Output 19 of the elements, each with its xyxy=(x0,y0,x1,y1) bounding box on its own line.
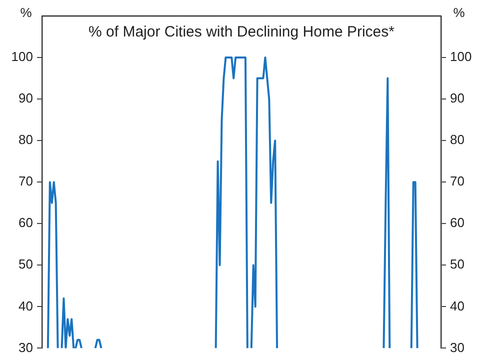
y-tick-label: 50 xyxy=(18,256,33,272)
y-tick-label: 100 xyxy=(11,49,33,64)
y2-tick-label: 90 xyxy=(450,90,464,106)
y2-tick-label: 50 xyxy=(450,256,464,272)
y2-tick-label: 80 xyxy=(450,132,464,148)
y-tick-label: 60 xyxy=(18,215,33,230)
y2-tick-label: 30 xyxy=(450,340,464,355)
y-tick-label: 90 xyxy=(18,90,33,106)
y2-axis-title: % xyxy=(453,5,466,20)
y-axis-title: % xyxy=(20,5,32,20)
y-tick-label: 70 xyxy=(18,174,33,189)
y-tick-label: 80 xyxy=(18,132,33,148)
y2-tick-label: 70 xyxy=(450,174,464,189)
y2-tick-label: 40 xyxy=(450,298,464,314)
y-tick-label: 30 xyxy=(18,340,33,355)
y-tick-label: 40 xyxy=(18,298,33,314)
y2-tick-label: 100 xyxy=(450,49,472,64)
y2-tick-label: 60 xyxy=(450,215,464,230)
text: % of Major Cities with Declining Home Prices* xyxy=(88,24,395,41)
